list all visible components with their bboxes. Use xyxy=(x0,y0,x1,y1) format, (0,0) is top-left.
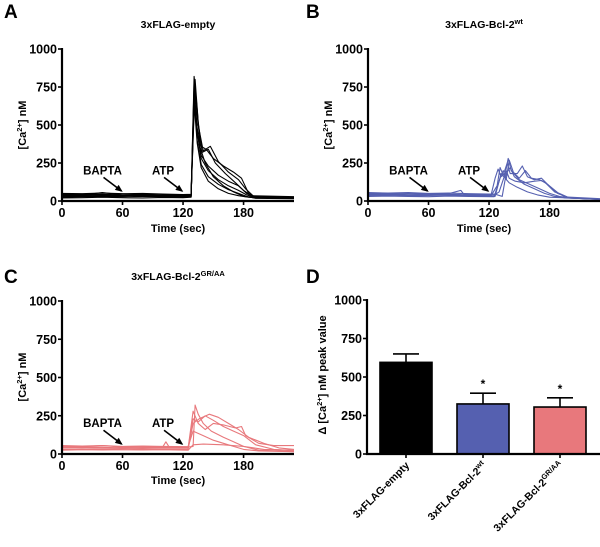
plot-area: 0 250 500 750 1000 0 60 120 180 BAPTA ATP xyxy=(335,43,600,220)
y-tick-label: 250 xyxy=(36,409,57,423)
annotation-label: BAPTA xyxy=(83,165,122,177)
annotation-arrow-head xyxy=(114,437,123,445)
y-tick-label: 1000 xyxy=(29,43,57,57)
plot-area: 0 250 500 750 1000 0 60 120 180 BAPTA ATP xyxy=(29,43,295,220)
y-tick-label: 750 xyxy=(36,333,57,347)
panel-d-bar-chart: D Δ [Ca2+] nM peak value 3xFLAG-empty*3x… xyxy=(306,267,600,534)
x-tick-label: 120 xyxy=(173,459,194,473)
trace-line-trace7 xyxy=(61,78,295,198)
bar xyxy=(456,403,510,455)
panel-letter: B xyxy=(306,2,320,23)
panel-letter: D xyxy=(306,267,320,288)
x-axis-label: Time (sec) xyxy=(151,223,206,235)
trace-line-trace5 xyxy=(61,87,295,199)
annotation-label: BAPTA xyxy=(389,165,428,177)
x-tick-label: 0 xyxy=(365,206,372,220)
x-tick-label: 120 xyxy=(173,206,194,220)
y-tick-label: 0 xyxy=(50,448,57,462)
trace-line-trace6 xyxy=(61,415,295,452)
plot-area: 0 250 500 750 1000 0 60 120 180 BAPTA ATP xyxy=(29,295,295,473)
x-tick-label: 120 xyxy=(479,206,500,220)
y-tick-label: 0 xyxy=(50,195,57,209)
trace-line-trace3 xyxy=(61,84,295,199)
bar xyxy=(379,361,433,455)
x-axis-label: Time (sec) xyxy=(457,223,512,235)
bar xyxy=(533,406,587,455)
y-tick-label: 1000 xyxy=(29,295,57,309)
y-tick-label: 250 xyxy=(36,157,57,171)
y-tick-label: 250 xyxy=(341,409,362,423)
trace-line-trace5 xyxy=(367,173,600,200)
x-tick-label: 0 xyxy=(59,459,66,473)
panel-b-line-chart: B 3xFLAG-Bcl-2wt Time (sec) [Ca2+] nM 0 2… xyxy=(306,2,600,235)
annotation-arrow-head xyxy=(175,184,184,192)
plot-area: 3xFLAG-empty * 3xFLAG-Bcl-2wt * 3xFLAG-Bcl-2… xyxy=(334,294,600,535)
chart-title: 3xFLAG-Bcl-2GR/AA xyxy=(131,269,225,283)
trace-line-trace4 xyxy=(61,94,295,199)
y-axis-label: [Ca2+] nM xyxy=(321,101,335,150)
y-tick-label: 500 xyxy=(36,119,57,133)
y-tick-label: 750 xyxy=(36,81,57,95)
y-tick-label: 250 xyxy=(342,157,363,171)
panel-c-line-chart: C 3xFLAG-Bcl-2GR/AA Time (sec) [Ca2+] nM… xyxy=(4,267,295,487)
x-tick-label: 180 xyxy=(539,206,560,220)
trace-line-trace8 xyxy=(61,101,295,199)
annotation-label: ATP xyxy=(152,418,174,430)
annotation-arrow-head xyxy=(114,184,123,192)
annotation-label: ATP xyxy=(152,165,174,177)
y-tick-label: 1000 xyxy=(334,294,362,308)
trace-line-trace1 xyxy=(61,75,295,199)
significance-marker: * xyxy=(481,377,486,391)
chart-title: 3xFLAG-Bcl-2wt xyxy=(445,17,523,31)
y-axis-label: [Ca2+] nM xyxy=(15,353,29,402)
chart-title: 3xFLAG-empty xyxy=(141,19,216,31)
trace-line-trace4 xyxy=(367,170,600,201)
x-axis-label: Time (sec) xyxy=(151,475,206,487)
x-tick-label: 60 xyxy=(422,206,436,220)
trace-line-trace6 xyxy=(367,167,600,200)
annotation-arrow-head xyxy=(481,184,490,192)
category-label: 3xFLAG-Bcl-2GR/AA xyxy=(490,458,567,535)
y-tick-label: 500 xyxy=(342,119,363,133)
annotation-arrow-head xyxy=(420,184,429,192)
annotation-label: ATP xyxy=(458,165,480,177)
x-tick-label: 60 xyxy=(116,459,130,473)
annotation-label: BAPTA xyxy=(83,418,122,430)
trace-line-trace6 xyxy=(61,95,295,200)
y-tick-label: 1000 xyxy=(335,43,363,57)
y-axis-label: Δ [Ca2+] nM peak value xyxy=(315,315,329,434)
x-tick-label: 180 xyxy=(233,459,254,473)
y-tick-label: 500 xyxy=(36,371,57,385)
significance-marker: * xyxy=(558,382,563,396)
x-tick-label: 180 xyxy=(233,206,254,220)
trace-line-trace4 xyxy=(61,430,295,453)
trace-line-trace5 xyxy=(61,443,295,451)
y-axis-label: [Ca2+] nM xyxy=(15,101,29,150)
y-tick-label: 750 xyxy=(342,81,363,95)
annotation-arrow-head xyxy=(175,437,184,445)
panel-letter: C xyxy=(4,267,18,288)
x-tick-label: 60 xyxy=(116,206,130,220)
y-tick-label: 500 xyxy=(341,371,362,385)
trace-line-trace3 xyxy=(61,413,295,450)
y-tick-label: 0 xyxy=(356,195,363,209)
category-label: 3xFLAG-empty xyxy=(351,460,412,521)
y-tick-label: 0 xyxy=(355,448,362,462)
trace-line-trace2 xyxy=(61,81,294,198)
y-tick-label: 750 xyxy=(341,332,362,346)
panel-a-line-chart: A 3xFLAG-empty Time (sec) [Ca2+] nM 0 250… xyxy=(4,2,295,235)
x-tick-label: 0 xyxy=(59,206,66,220)
category-label: 3xFLAG-Bcl-2wt xyxy=(424,458,489,523)
panel-letter: A xyxy=(4,2,18,23)
